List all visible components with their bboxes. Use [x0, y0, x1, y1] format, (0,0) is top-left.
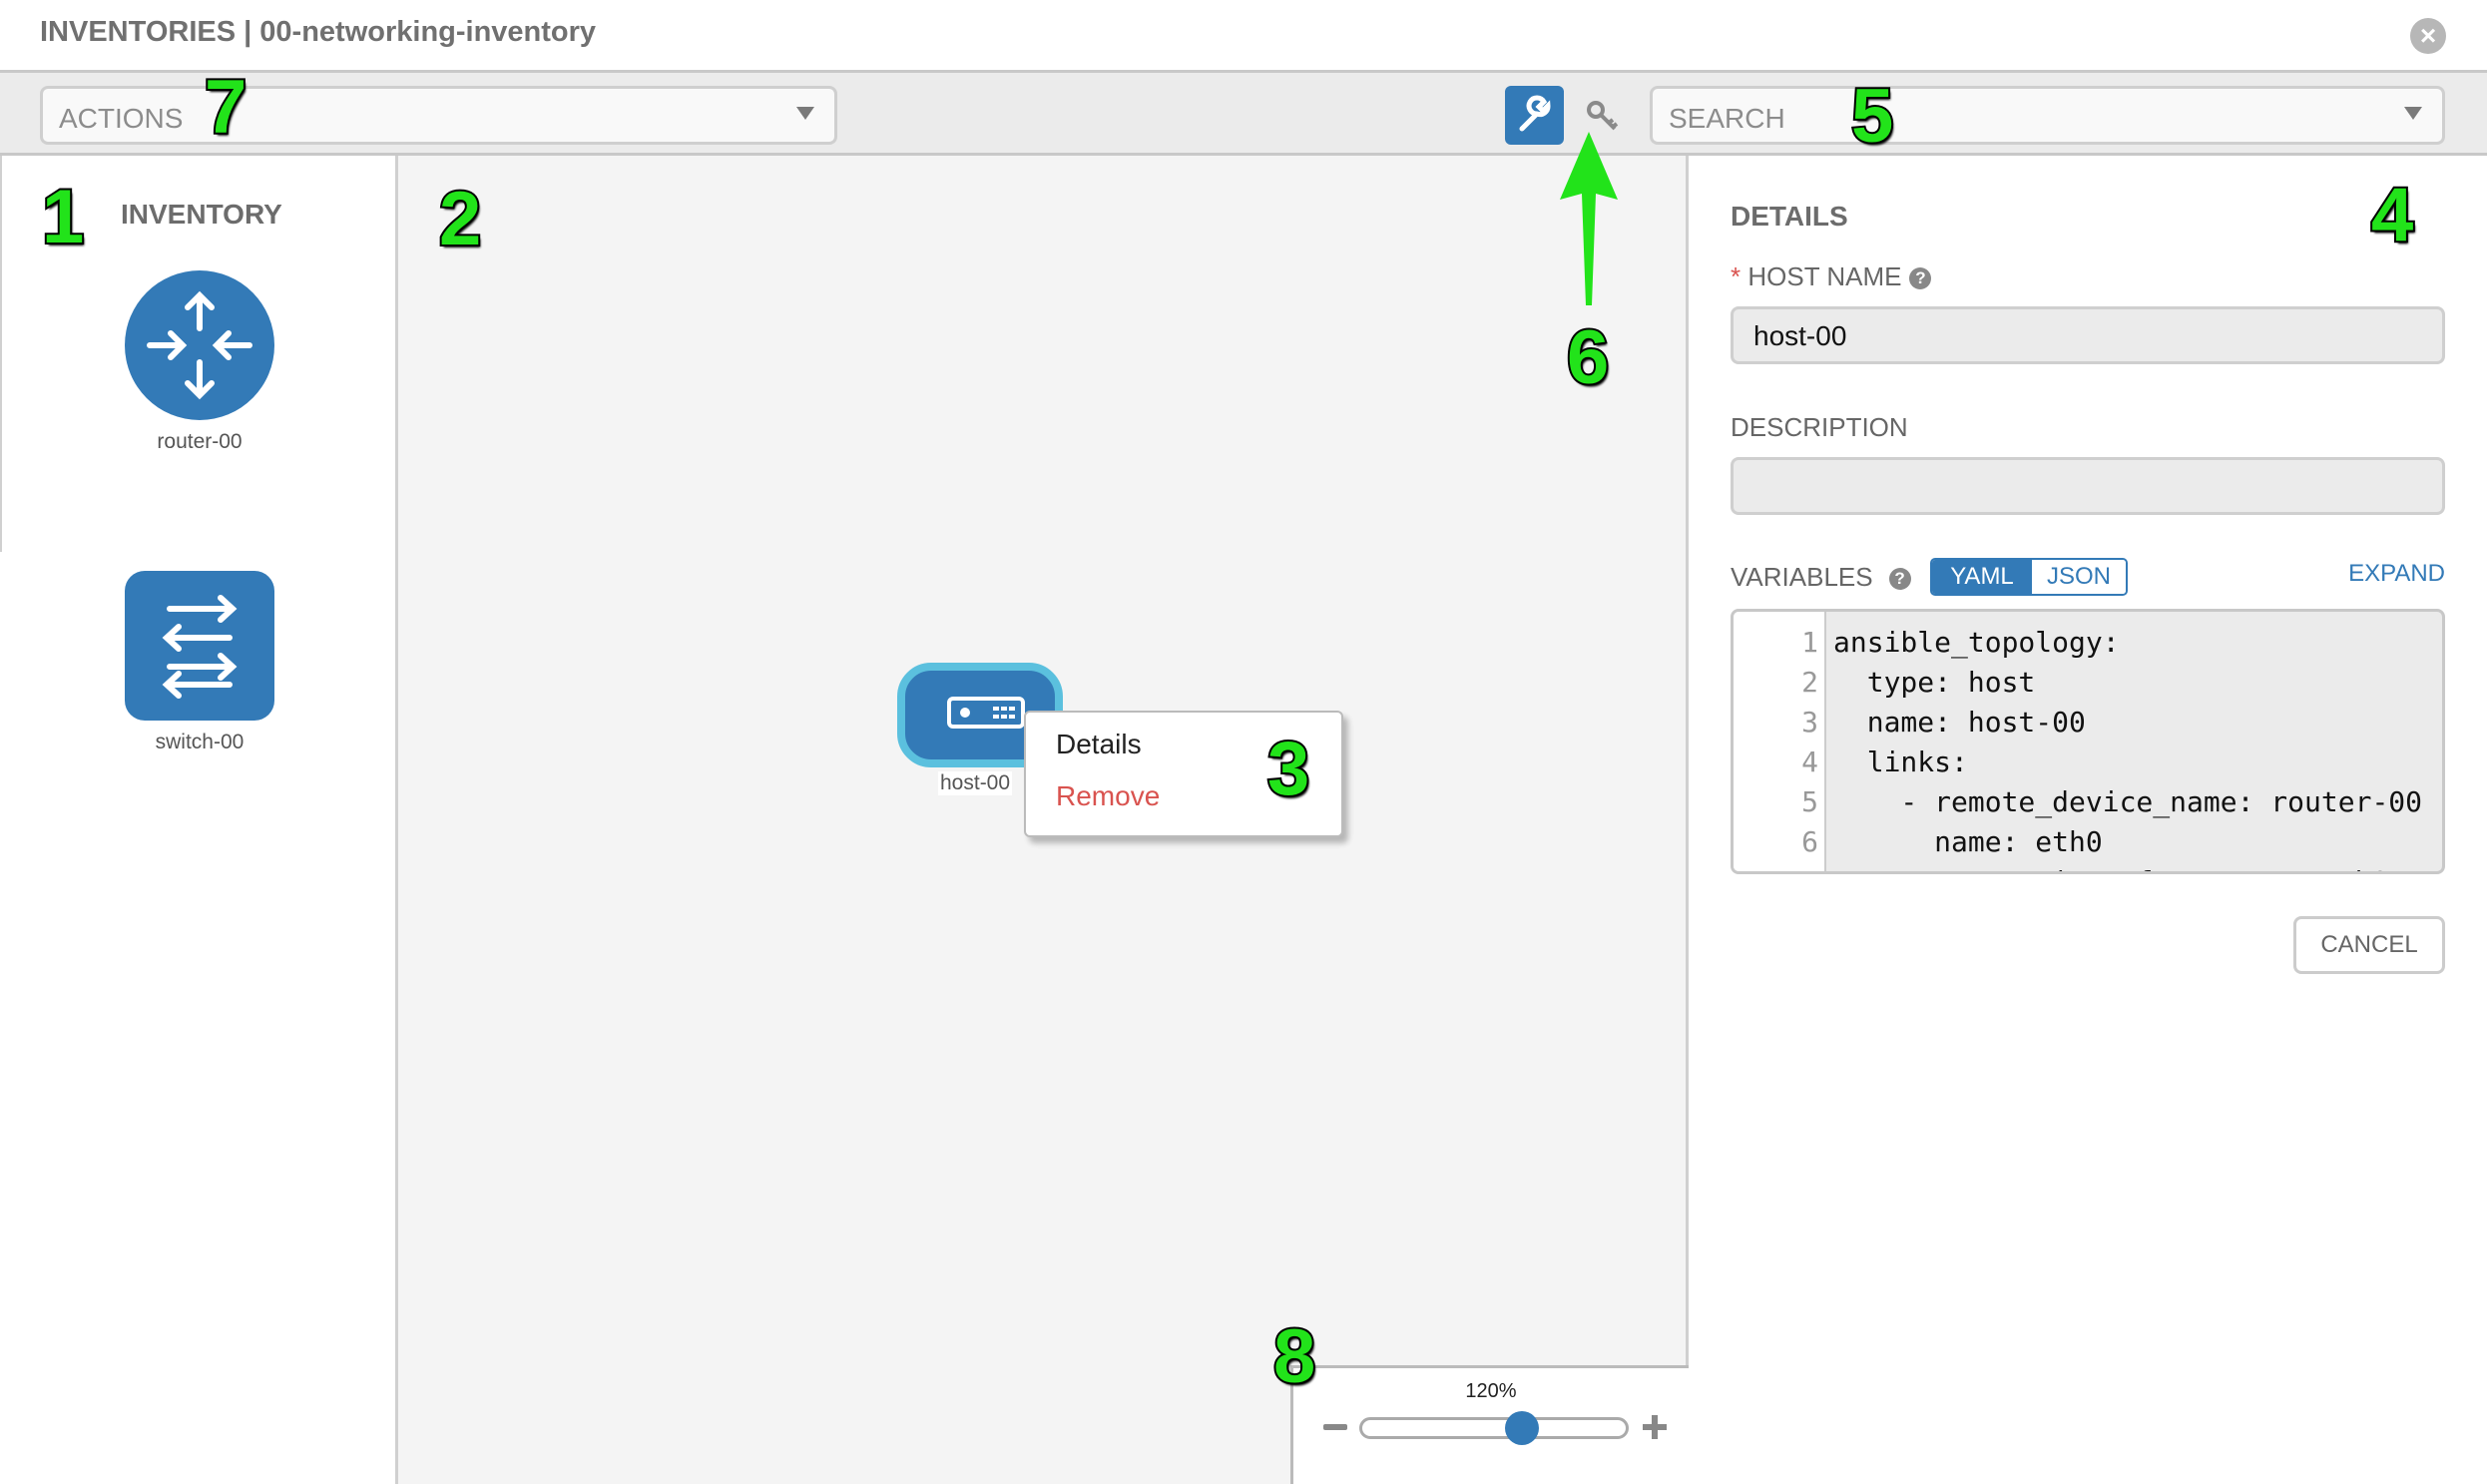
- variables-label: VARIABLES?: [1731, 562, 1911, 593]
- code-line: name: eth0: [1833, 825, 2103, 858]
- annotation-5: 5: [1849, 74, 1895, 159]
- yaml-toggle[interactable]: YAML: [1932, 560, 2032, 594]
- switch-label: switch-00: [155, 731, 245, 753]
- annotation-2: 2: [437, 177, 483, 261]
- help-icon[interactable]: ?: [1909, 267, 1932, 289]
- inventory-item-switch[interactable]: switch-00: [100, 571, 299, 753]
- menu-item-remove[interactable]: Remove: [1056, 780, 1161, 811]
- line-number: 5: [1801, 785, 1818, 818]
- host-name-label: * HOST NAME?: [1731, 261, 1932, 292]
- variables-label-text: VARIABLES: [1731, 562, 1873, 592]
- code-line: name: host-00: [1833, 706, 2086, 739]
- cancel-button[interactable]: CANCEL: [2293, 916, 2445, 974]
- code-line: remote_interface_name: eth0: [1833, 865, 2388, 871]
- chevron-down-icon: [2404, 107, 2422, 120]
- title-bar: INVENTORIES | 00-networking-inventory ×: [0, 0, 2487, 73]
- context-menu: Details Remove: [1024, 711, 1343, 837]
- format-toggle: YAML JSON: [1930, 558, 2128, 596]
- zoom-slider-thumb[interactable]: [1505, 1411, 1539, 1445]
- json-toggle[interactable]: JSON: [2032, 560, 2126, 594]
- toolbar: ACTIONS SEARCH: [0, 73, 2487, 156]
- router-icon: [125, 270, 274, 420]
- host-icon: [947, 697, 1025, 729]
- line-number: 3: [1801, 706, 1818, 739]
- annotation-arrow-icon: [1560, 132, 1618, 305]
- host-name-label-text: HOST NAME: [1747, 261, 1902, 291]
- description-label: DESCRIPTION: [1731, 412, 1908, 442]
- key-icon[interactable]: [1585, 99, 1621, 135]
- search-placeholder: SEARCH: [1669, 103, 1785, 134]
- chevron-down-icon: [796, 107, 814, 120]
- expand-link[interactable]: EXPAND: [2348, 560, 2445, 587]
- line-number: 6: [1801, 825, 1818, 858]
- host-label: host-00: [938, 771, 1013, 795]
- switch-icon: [125, 571, 274, 721]
- actions-dropdown[interactable]: ACTIONS: [40, 86, 837, 145]
- code-line: ansible_topology:: [1833, 626, 2120, 659]
- zoom-in-icon[interactable]: [1643, 1415, 1667, 1439]
- annotation-8: 8: [1271, 1314, 1317, 1399]
- wrench-button[interactable]: [1505, 86, 1564, 145]
- annotation-1: 1: [40, 175, 86, 259]
- line-number: 7: [1734, 865, 1818, 871]
- menu-item-details[interactable]: Details: [1056, 729, 1142, 759]
- zoom-control: 120%: [1290, 1365, 1689, 1484]
- wrench-icon: [1519, 95, 1551, 132]
- description-input[interactable]: [1731, 457, 2445, 515]
- inventory-item-router[interactable]: router-00: [100, 270, 299, 453]
- page-title: INVENTORIES | 00-networking-inventory: [40, 16, 597, 48]
- search-input[interactable]: SEARCH: [1650, 86, 2445, 145]
- annotation-6: 6: [1565, 315, 1611, 400]
- line-number: 1: [1801, 626, 1818, 659]
- host-name-input[interactable]: host-00: [1731, 306, 2445, 364]
- router-label: router-00: [157, 430, 243, 453]
- zoom-out-icon[interactable]: [1323, 1424, 1347, 1430]
- code-line: - remote_device_name: router-00: [1833, 785, 2423, 818]
- panel-divider: [0, 156, 2, 552]
- variables-editor[interactable]: 1 ansible_topology: 2 type: host 3 name: ho…: [1731, 609, 2445, 874]
- line-number: 2: [1801, 666, 1818, 699]
- annotation-7: 7: [203, 65, 249, 150]
- inventory-title: INVENTORY: [121, 199, 282, 230]
- zoom-level: 120%: [1465, 1380, 1517, 1402]
- annotation-3: 3: [1265, 727, 1311, 811]
- code-line: links:: [1833, 745, 1968, 778]
- details-title: DETAILS: [1731, 201, 1848, 232]
- inventory-panel: INVENTORY router-00 switch-00: [0, 156, 398, 1484]
- actions-label: ACTIONS: [59, 103, 184, 134]
- close-icon[interactable]: ×: [2410, 18, 2446, 54]
- line-number: 4: [1801, 745, 1818, 778]
- line-number-gutter: [1734, 612, 1826, 871]
- zoom-slider[interactable]: [1359, 1417, 1629, 1439]
- help-icon[interactable]: ?: [1888, 568, 1911, 590]
- required-mark: *: [1731, 261, 1741, 291]
- code-line: type: host: [1833, 666, 2036, 699]
- annotation-4: 4: [2369, 173, 2415, 257]
